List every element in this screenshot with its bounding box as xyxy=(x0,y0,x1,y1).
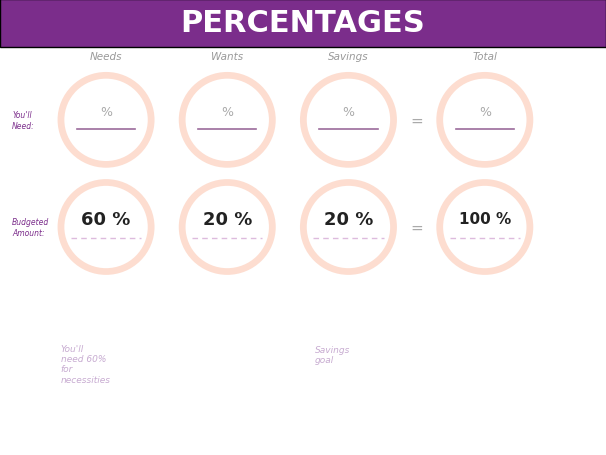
Text: 20 %: 20 % xyxy=(202,210,252,228)
Ellipse shape xyxy=(300,73,397,168)
Text: =: = xyxy=(410,220,423,235)
Ellipse shape xyxy=(179,73,276,168)
Ellipse shape xyxy=(179,180,276,275)
Text: %: % xyxy=(479,106,491,119)
Text: 100 %: 100 % xyxy=(459,212,511,227)
Text: %: % xyxy=(100,106,112,119)
Ellipse shape xyxy=(443,80,527,162)
Ellipse shape xyxy=(64,187,148,268)
Text: You'll
need 60%
for
necessities: You'll need 60% for necessities xyxy=(61,344,111,384)
Ellipse shape xyxy=(300,180,397,275)
Text: Total: Total xyxy=(472,52,498,62)
Ellipse shape xyxy=(64,80,148,162)
Ellipse shape xyxy=(185,187,269,268)
Ellipse shape xyxy=(58,180,155,275)
Ellipse shape xyxy=(307,187,390,268)
Ellipse shape xyxy=(185,80,269,162)
Text: %: % xyxy=(342,106,355,119)
Ellipse shape xyxy=(436,180,533,275)
Text: Savings
goal: Savings goal xyxy=(315,345,350,364)
FancyBboxPatch shape xyxy=(0,0,606,48)
Text: PERCENTAGES: PERCENTAGES xyxy=(181,10,425,38)
Text: Wants: Wants xyxy=(211,52,244,62)
Ellipse shape xyxy=(307,80,390,162)
Ellipse shape xyxy=(443,187,527,268)
Text: 20 %: 20 % xyxy=(324,210,373,228)
Text: 60 %: 60 % xyxy=(81,210,131,228)
Text: Savings: Savings xyxy=(328,52,369,62)
Text: You'll
Need:: You'll Need: xyxy=(12,111,35,130)
Ellipse shape xyxy=(58,73,155,168)
Text: =: = xyxy=(410,113,423,128)
Text: %: % xyxy=(221,106,233,119)
Ellipse shape xyxy=(436,73,533,168)
Text: Needs: Needs xyxy=(90,52,122,62)
Text: Budgeted
Amount:: Budgeted Amount: xyxy=(12,218,49,237)
